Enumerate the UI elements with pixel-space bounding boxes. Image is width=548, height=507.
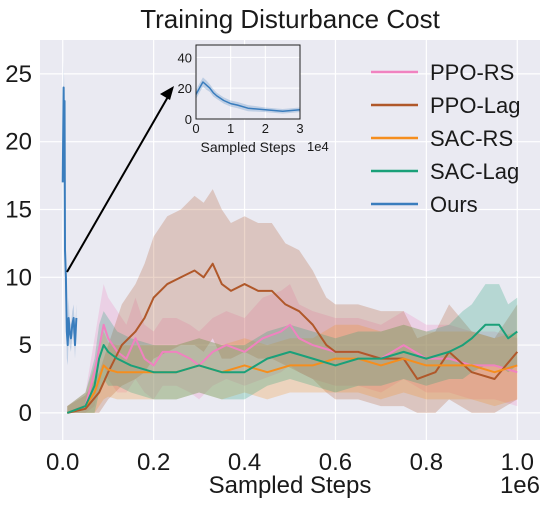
y-tick-label: 5 — [19, 332, 32, 359]
x-tick-label: 1.0 — [501, 449, 534, 476]
series-line-sac-lag — [66, 323, 518, 414]
inset-x-offset-label: 1e4 — [307, 139, 329, 154]
legend-label-sac-rs: SAC-RS — [430, 126, 513, 151]
inset-x-axis-label: Sampled Steps — [201, 139, 296, 155]
series-line-ppo-rs — [66, 323, 518, 414]
x-tick-label: 0.0 — [46, 449, 79, 476]
x-axis-offset-label: 1e6 — [500, 472, 540, 499]
legend-label-ppo-rs: PPO-RS — [430, 60, 514, 85]
legend-label-ours: Ours — [430, 192, 478, 217]
inset-y-tick-label: 0 — [185, 112, 192, 127]
inset-x-tick-label: 2 — [262, 121, 269, 136]
inset-y-tick-label: 40 — [178, 50, 192, 65]
inset-line-ours — [195, 81, 301, 113]
inset-x-tick-label: 0 — [192, 121, 199, 136]
inset-x-tick-label: 3 — [296, 121, 303, 136]
series-lines — [61, 86, 519, 414]
series-line-sac-rs — [66, 357, 518, 414]
series-line-ppo-lag — [67, 262, 519, 414]
legend-label-ppo-lag: PPO-Lag — [430, 93, 521, 118]
y-tick-label: 0 — [19, 400, 32, 427]
inset-frame — [195, 44, 301, 120]
x-axis-label: Sampled Steps — [209, 472, 372, 499]
inset-chart: 0 1 2 3 0 20 40 Sampled Steps 1e4 — [178, 44, 329, 155]
series-band-ppo-rs — [67, 284, 518, 413]
series-band-sac-lag — [67, 284, 518, 413]
inset-x-tick-label: 1 — [227, 121, 234, 136]
x-tick-label: 0.8 — [410, 449, 443, 476]
x-tick-label: 0.6 — [319, 449, 352, 476]
series-line-ours — [61, 86, 78, 347]
inset-pointer-arrowhead — [160, 86, 174, 100]
confidence-bands — [62, 60, 518, 413]
legend: PPO-RS PPO-Lag SAC-RS SAC-Lag Ours — [371, 60, 521, 217]
y-tick-label: 10 — [5, 264, 32, 291]
series-band-ppo-lag — [67, 189, 518, 413]
y-tick-label: 20 — [5, 129, 32, 156]
inset-pointer-arrow — [66, 94, 170, 273]
chart-title: Training Disturbance Cost — [140, 4, 440, 34]
x-tick-label: 0.2 — [137, 449, 170, 476]
y-tick-label: 15 — [5, 196, 32, 223]
legend-label-sac-lag: SAC-Lag — [430, 159, 519, 184]
y-tick-label: 25 — [5, 61, 32, 88]
inset-y-tick-label: 20 — [178, 81, 192, 96]
x-tick-label: 0.4 — [228, 449, 261, 476]
